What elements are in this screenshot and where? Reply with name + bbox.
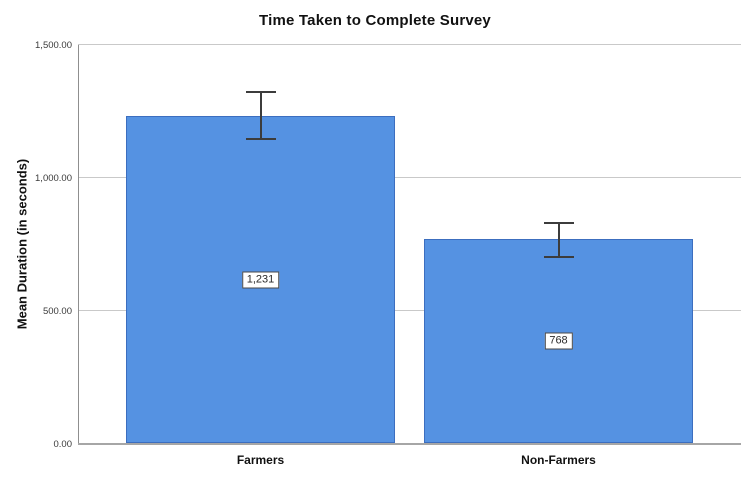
gridline (78, 177, 741, 178)
value-label-farmers: 1,231 (241, 271, 280, 289)
chart-title: Time Taken to Complete Survey (259, 12, 491, 29)
error-bar-cap-bottom-non-farmers (543, 255, 574, 258)
y-tick-label: 0.00 (53, 438, 73, 450)
y-axis-title: Mean Duration (in seconds) (14, 158, 30, 330)
value-label-non-farmers: 768 (544, 332, 573, 350)
x-category-label-non-farmers: Non-Farmers (521, 452, 596, 467)
error-bar-cap-bottom-farmers (245, 137, 276, 140)
error-bar-whisker-non-farmers (557, 222, 560, 257)
y-tick-label: 1,000.00 (35, 172, 72, 184)
error-bar-whisker-farmers (259, 91, 262, 139)
error-bar-cap-top-farmers (245, 90, 276, 93)
y-tick-label: 1,500.00 (35, 39, 72, 51)
error-bar-cap-top-non-farmers (543, 221, 574, 224)
y-axis-line (78, 44, 79, 444)
x-axis-line (78, 442, 741, 445)
x-category-label-farmers: Farmers (236, 452, 285, 467)
y-tick-label: 500.00 (42, 305, 72, 317)
gridline (78, 310, 741, 311)
gridline (78, 44, 741, 45)
